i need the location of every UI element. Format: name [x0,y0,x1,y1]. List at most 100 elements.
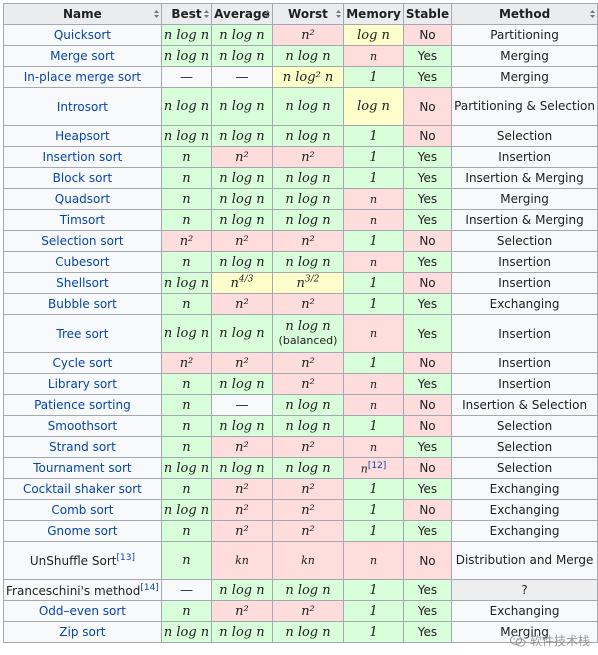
algorithm-link[interactable]: Zip sort [59,625,106,639]
average-value: — [235,69,249,85]
method-cell: Insertion [451,314,598,353]
algorithm-name-cell: Cocktail shaker sort [3,478,162,500]
worst-complexity-cell: n² [271,230,345,252]
table-row: Cycle sort n² n² n² 1 No Insertion [3,352,598,374]
column-header-label: Memory [346,7,401,21]
column-header-label: Average [214,7,270,21]
algorithm-link[interactable]: Library sort [47,377,117,391]
best-complexity-cell: n [160,541,213,580]
reference-link[interactable]: [14] [140,582,159,593]
worst-value: n log n [285,582,331,598]
method-cell: Insertion & Selection [451,394,598,416]
algorithm-link[interactable]: Franceschini's method [6,583,141,598]
algorithm-name-cell: Insertion sort [3,146,162,168]
best-complexity-cell: n [160,373,213,395]
algorithm-link[interactable]: Tree sort [56,326,109,341]
stable-cell: No [402,394,453,416]
algorithm-link[interactable]: Quadsort [54,192,111,206]
algorithm-link[interactable]: Strand sort [48,440,116,454]
worst-complexity-cell: n² [271,293,345,315]
worst-value: n² [301,481,315,497]
memory-value: n [360,462,368,476]
column-header-worst[interactable]: Worst [271,3,345,25]
column-header-method[interactable]: Method [451,3,598,25]
algorithm-link[interactable]: Patience sorting [34,398,131,412]
sorting-algorithms-table-container: Name Best Average Worst Memory Stable Me… [3,3,598,643]
average-value: n log n [219,254,265,270]
table-row: Introsort n log n n log n n log n log n No Par… [3,87,598,126]
algorithm-link[interactable]: Merge sort [50,49,115,63]
algorithm-link[interactable]: Bubble sort [47,297,117,311]
algorithm-name-cell: Tree sort [3,314,162,353]
memory-value: 1 [369,170,378,186]
worst-value: n log n [285,418,331,434]
worst-value: n log n [285,191,331,207]
algorithm-link[interactable]: Shellsort [56,276,109,290]
worst-complexity-cell: n² [271,352,345,374]
sort-arrows-icon[interactable] [336,10,342,18]
sort-arrows-icon[interactable] [153,10,159,18]
memory-complexity-cell: n [343,209,404,231]
algorithm-link[interactable]: Insertion sort [42,150,123,164]
reference-link[interactable]: [13] [116,553,135,563]
best-complexity-cell: n [160,436,213,458]
column-header-memory[interactable]: Memory [343,3,404,25]
algorithm-link[interactable]: Cocktail shaker sort [22,482,142,496]
column-header-name[interactable]: Name [3,3,162,25]
average-complexity-cell: n² [211,499,273,521]
column-header-stable[interactable]: Stable [402,3,453,25]
best-value: n log n [163,128,210,144]
best-complexity-cell: n [160,478,213,500]
column-header-best[interactable]: Best [160,3,213,25]
algorithm-link[interactable]: In-place merge sort [23,70,142,84]
memory-complexity-cell: n [343,394,404,416]
algorithm-link[interactable]: Introsort [56,99,108,114]
table-row: Cocktail shaker sort n n² n² 1 Yes Exchanging [3,478,598,500]
algorithm-link[interactable]: UnShuffle Sort [29,554,117,568]
sort-arrows-icon[interactable] [590,10,595,18]
table-row: Zip sort n log n n log n n log n 1 Yes Merging [3,621,598,643]
method-cell: Exchanging [451,499,598,521]
algorithm-link[interactable]: Tournament sort [33,461,132,475]
average-value: n log n [219,27,265,43]
best-complexity-cell: n [160,415,213,437]
best-value: n [182,212,191,228]
table-row: Gnome sort n n² n² 1 Yes Exchanging [3,520,598,542]
method-cell: Exchanging [451,600,598,622]
sort-arrows-icon[interactable] [264,10,270,18]
algorithm-link[interactable]: Heapsort [55,129,110,143]
algorithm-link[interactable]: Comb sort [51,503,114,517]
worst-complexity-cell: kn [271,541,345,580]
algorithm-link[interactable]: Quicksort [53,28,111,42]
memory-value: 1 [369,355,378,371]
algorithm-link[interactable]: Gnome sort [47,524,118,538]
algorithm-name-cell: Gnome sort [3,520,162,542]
best-complexity-cell: n [160,394,213,416]
reference-link[interactable]: [12] [367,460,387,471]
memory-complexity-cell: 1 [343,167,404,189]
best-value: — [179,582,193,598]
average-value: n log n [219,582,265,598]
sort-arrows-icon[interactable] [204,10,210,18]
stable-cell: No [402,24,453,46]
algorithm-link[interactable]: Selection sort [41,234,124,248]
column-header-average[interactable]: Average [211,3,273,25]
stable-cell: No [402,125,453,147]
memory-complexity-cell: 1 [343,230,404,252]
algorithm-link[interactable]: Block sort [52,171,113,185]
algorithm-link[interactable]: Odd–even sort [38,604,127,618]
average-value: n log n [219,99,265,114]
algorithm-link[interactable]: Cycle sort [52,356,113,370]
stable-cell: Yes [402,579,453,601]
table-row: Comb sort n log n n² n² 1 No Exchanging [3,499,598,521]
algorithm-link[interactable]: Cubesort [55,255,110,269]
worst-value: n3/2 [296,274,320,292]
algorithm-name-cell: Quicksort [3,24,162,46]
algorithm-link[interactable]: Smoothsort [47,419,118,433]
memory-complexity-cell: n [343,314,404,353]
algorithm-link[interactable]: Timsort [59,213,106,227]
algorithm-name-cell: Cubesort [3,251,162,273]
best-complexity-cell: n log n [160,499,213,521]
average-complexity-cell: n² [211,230,273,252]
memory-complexity-cell: 1 [343,272,404,294]
